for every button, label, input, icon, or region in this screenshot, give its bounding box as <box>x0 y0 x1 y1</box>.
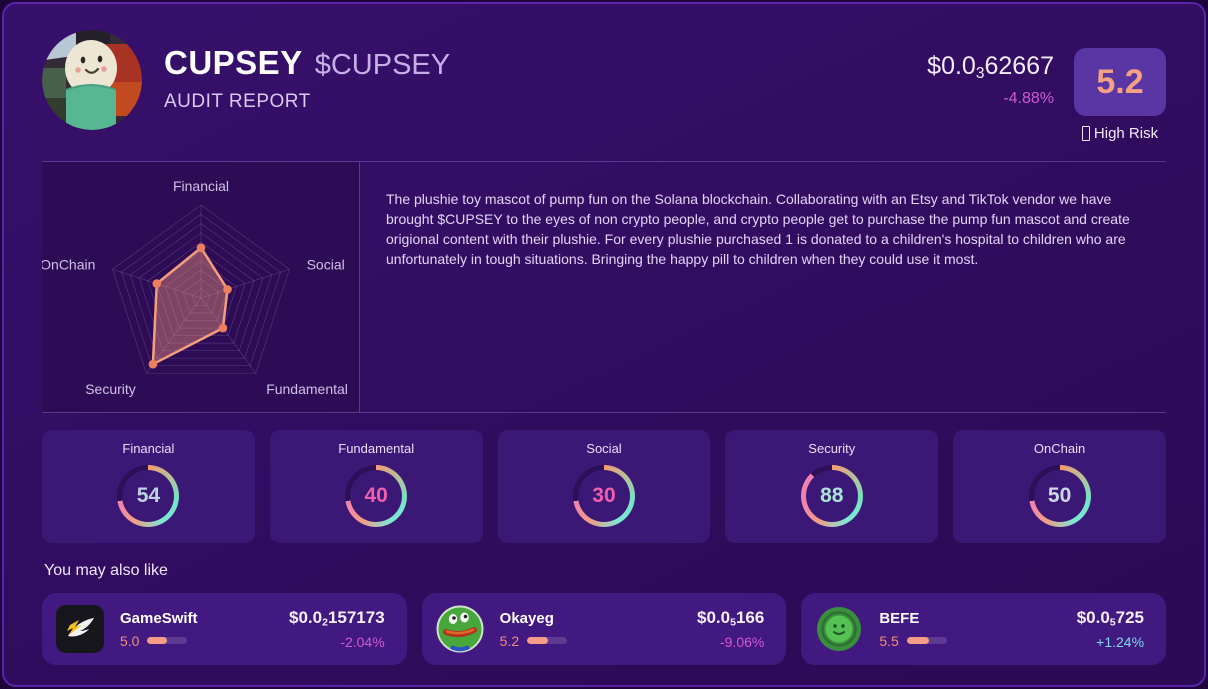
related-row: GameSwift 5.0 $0.02157173 -2.04% Okayeg 5.2 $0… <box>42 593 1167 665</box>
related-token-change: +1.24% <box>1096 633 1145 650</box>
metric-value: 54 <box>136 484 161 507</box>
related-token-score-row: 5.2 <box>499 632 568 649</box>
metric-score-ring: 88 <box>800 465 863 527</box>
metric-score-ring: 50 <box>1028 465 1091 527</box>
header-right: $0.0362667 -4.88% 5.2 High Risk <box>927 30 1166 142</box>
related-token-score: 5.0 <box>120 632 140 649</box>
related-token-price: $0.02157173 <box>288 608 385 629</box>
related-token-name: Okayeg <box>499 609 554 627</box>
okayeg-logo <box>436 605 484 653</box>
related-token-score: 5.2 <box>499 632 520 649</box>
radar-axis-label-fundamental: Fundamental <box>266 381 348 397</box>
metric-value: 30 <box>592 484 616 507</box>
related-token-befe[interactable]: BEFE 5.5 $0.05725 +1.24% <box>801 593 1167 665</box>
metric-score-ring: 40 <box>345 465 408 527</box>
related-token-change: -2.04% <box>340 633 385 650</box>
price-subscript: 3 <box>975 64 985 82</box>
risk-label: High Risk <box>1074 125 1166 142</box>
metric-card-financial: Financial 54 <box>42 430 255 543</box>
related-token-score-bar <box>147 637 188 644</box>
report-label: AUDIT REPORT <box>164 91 311 112</box>
title-block: CUPSEY $CUPSEY AUDIT REPORT <box>164 44 450 113</box>
metric-score-ring: 30 <box>572 465 635 527</box>
price-change: -4.88% <box>1003 89 1054 107</box>
radar-chart-svg: Financial Social Fundamental Security OnChai… <box>42 178 348 397</box>
related-token-info: BEFE 5.5 <box>879 609 947 649</box>
metric-value: 50 <box>1047 484 1072 507</box>
token-description: The plushie toy mascot of pump fun on th… <box>359 162 1166 412</box>
overall-score-badge: 5.2 <box>1074 48 1166 116</box>
metric-score-ring: 54 <box>117 465 180 527</box>
price-prefix: $0.0 <box>927 52 976 80</box>
metric-label: OnChain <box>1033 441 1086 456</box>
metric-label: Security <box>808 441 856 456</box>
metric-card-onchain: OnChain 50 <box>953 430 1166 543</box>
related-token-gameswift[interactable]: GameSwift 5.0 $0.02157173 -2.04% <box>42 593 407 665</box>
related-token-price-block: $0.05725 +1.24% <box>1077 608 1144 650</box>
metric-value: 88 <box>820 484 844 507</box>
radar-axis-label-onchain: OnChain <box>42 257 95 273</box>
metric-ring-inner: 88 <box>805 470 858 522</box>
cupsey-plushie-image <box>42 30 142 130</box>
token-avatar <box>42 30 142 130</box>
related-token-name: BEFE <box>879 609 920 627</box>
related-token-score-row: 5.5 <box>879 632 947 649</box>
related-token-okayeg[interactable]: Okayeg 5.2 $0.05166 -9.06% <box>421 593 787 665</box>
related-heading: You may also like <box>44 562 168 579</box>
token-price: $0.0362667 <box>927 52 1054 83</box>
risk-label-text: High Risk <box>1093 125 1159 142</box>
token-ticker: $CUPSEY <box>314 49 451 81</box>
related-token-change: -9.06% <box>719 633 765 650</box>
related-token-price-block: $0.05166 -9.06% <box>697 608 764 650</box>
metric-ring-inner: 50 <box>1033 470 1086 522</box>
price-block: $0.0362667 -4.88% <box>927 52 1054 142</box>
related-token-price-block: $0.02157173 -2.04% <box>289 608 385 650</box>
metric-ring-inner: 40 <box>350 470 403 522</box>
radar-axis-label-financial: Financial <box>173 178 229 194</box>
related-token-score: 5.5 <box>879 632 899 649</box>
token-name: CUPSEY <box>164 44 303 81</box>
related-token-score-fill <box>906 637 929 644</box>
missing-glyph-icon <box>1081 126 1090 141</box>
related-token-score-bar <box>906 637 947 644</box>
overall-score-value: 5.2 <box>1096 62 1144 101</box>
score-column: 5.2 High Risk <box>1074 48 1166 142</box>
related-token-info: Okayeg 5.2 <box>499 609 568 649</box>
related-token-score-fill <box>147 637 168 644</box>
metric-card-security: Security 88 <box>725 430 939 543</box>
radar-axis-label-social: Social <box>307 257 345 273</box>
metric-value: 40 <box>364 484 388 507</box>
header: CUPSEY $CUPSEY AUDIT REPORT $0.0362667 -… <box>4 4 1204 142</box>
related-token-price: $0.05166 <box>697 608 765 629</box>
related-token-info: GameSwift 5.0 <box>120 610 198 649</box>
metric-card-fundamental: Fundamental 40 <box>269 430 483 543</box>
metric-ring-inner: 30 <box>577 470 630 522</box>
related-token-score-bar <box>527 637 568 644</box>
metric-label: Social <box>586 441 622 456</box>
metric-label: Financial <box>122 441 175 456</box>
related-token-score-row: 5.0 <box>120 633 198 649</box>
radar-axis-label-security: Security <box>85 381 136 397</box>
related-token-name: GameSwift <box>120 609 198 627</box>
metric-ring-inner: 54 <box>122 470 175 522</box>
befe-logo <box>815 605 863 653</box>
price-digits: 62667 <box>984 52 1054 80</box>
metric-card-social: Social 30 <box>497 430 711 543</box>
related-token-price: $0.05725 <box>1076 608 1145 629</box>
overview-section: Financial Social Fundamental Security OnChai… <box>42 161 1166 413</box>
related-token-score-fill <box>527 637 548 644</box>
metric-label: Fundamental <box>338 441 415 456</box>
metrics-row: Financial 54 Fundamental 40 Social 30 Security… <box>42 430 1166 543</box>
radar-chart: Financial Social Fundamental Security OnChai… <box>42 162 359 412</box>
gameswift-logo <box>56 605 104 653</box>
